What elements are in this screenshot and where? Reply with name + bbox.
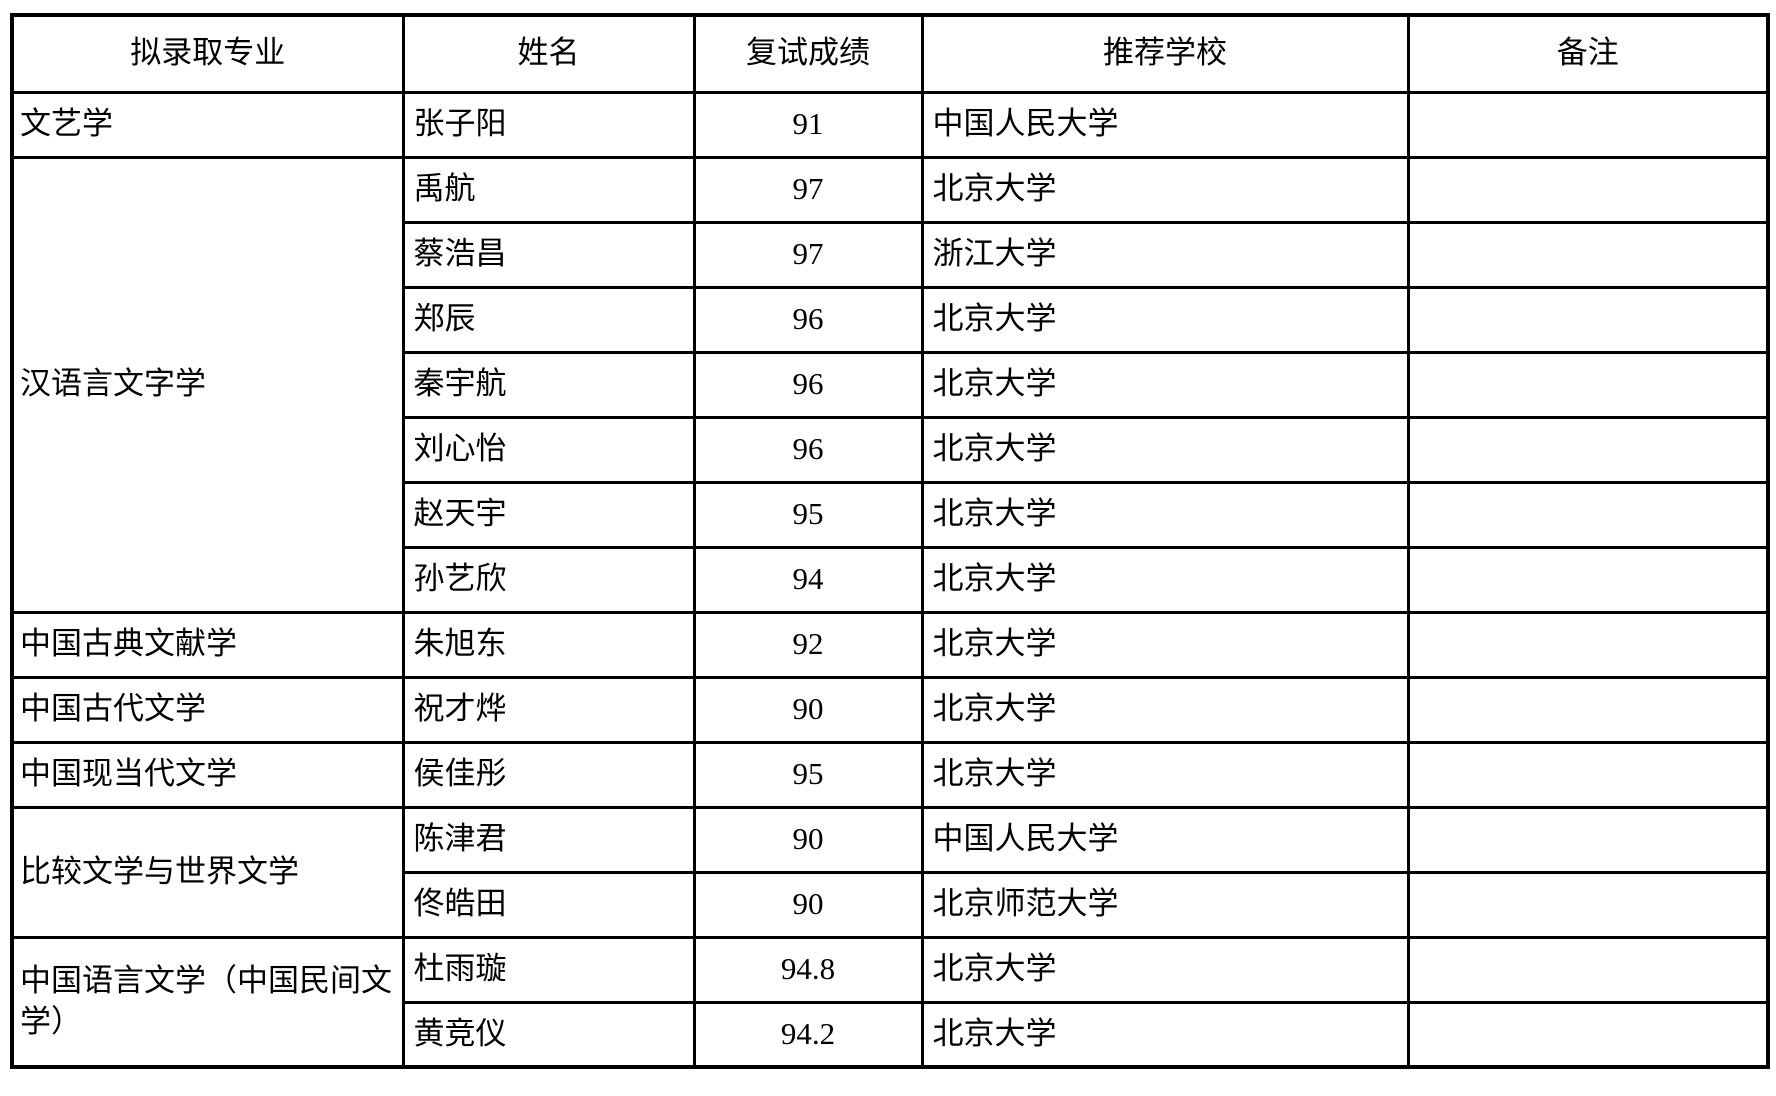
score-cell: 97: [692, 220, 924, 289]
major-cell: 中国现当代文学: [10, 740, 405, 809]
school-cell: 北京师范大学: [920, 870, 1410, 939]
name-cell: 赵天宇: [401, 480, 696, 549]
major-cell: 比较文学与世界文学: [10, 805, 405, 939]
school-cell: 中国人民大学: [920, 805, 1410, 874]
note-cell: [1406, 415, 1770, 484]
school-cell: 北京大学: [920, 675, 1410, 744]
header-school: 推荐学校: [920, 13, 1410, 94]
table-row: 郑辰 96 北京大学: [12, 285, 1770, 354]
name-cell: 朱旭东: [401, 610, 696, 679]
table-row: 比较文学与世界文学 陈津君 90 中国人民大学: [10, 805, 1770, 939]
school-cell: 北京大学: [920, 610, 1410, 679]
name-cell: 刘心怡: [401, 415, 696, 484]
table-row: 刘心怡 96 北京大学: [12, 415, 1770, 484]
table-header: 拟录取专业 姓名 复试成绩 推荐学校 备注: [10, 13, 1770, 94]
major-cell: 中国语言文学（中国民间文学）: [10, 935, 405, 1069]
school-cell: 浙江大学: [920, 220, 1410, 289]
school-cell: 北京大学: [920, 545, 1410, 614]
name-cell: 佟皓田: [401, 870, 696, 939]
note-cell: [1406, 805, 1770, 874]
table-row: 中国现当代文学 侯佳彤 95 北京大学: [10, 740, 1770, 809]
school-cell: 北京大学: [920, 1000, 1410, 1069]
table-body: 文艺学 张子阳 91 中国人民大学 汉语言文字学 禹航 97 北京大学 蔡浩昌 97 浙江大学 郑辰 9…: [10, 90, 1770, 1069]
table-row: 文艺学 张子阳 91 中国人民大学: [10, 90, 1770, 159]
major-cell: 文艺学: [10, 90, 405, 159]
name-cell: 陈津君: [401, 805, 696, 874]
score-cell: 90: [692, 870, 924, 939]
table-row: 汉语言文字学 禹航 97 北京大学: [10, 155, 1770, 614]
header-name: 姓名: [401, 13, 696, 94]
admission-table: 拟录取专业 姓名 复试成绩 推荐学校 备注 文艺学 张子阳 91 中国人民大学 汉语言文…: [10, 13, 1770, 1069]
name-cell: 郑辰: [401, 285, 696, 354]
score-cell: 97: [692, 155, 924, 224]
score-cell: 94.2: [692, 1000, 924, 1069]
note-cell: [1406, 675, 1770, 744]
note-cell: [1406, 155, 1770, 224]
note-cell: [1406, 350, 1770, 419]
note-cell: [1406, 870, 1770, 939]
table-row: 蔡浩昌 97 浙江大学: [12, 220, 1770, 289]
table-row: 佟皓田 90 北京师范大学: [12, 870, 1770, 939]
score-cell: 95: [692, 480, 924, 549]
table-row: 赵天宇 95 北京大学: [12, 480, 1770, 549]
name-cell: 蔡浩昌: [401, 220, 696, 289]
score-cell: 95: [692, 740, 924, 809]
school-cell: 北京大学: [920, 285, 1410, 354]
score-cell: 92: [692, 610, 924, 679]
name-cell: 张子阳: [401, 90, 696, 159]
school-cell: 北京大学: [920, 740, 1410, 809]
note-cell: [1406, 740, 1770, 809]
table-row: 中国古代文学 祝才烨 90 北京大学: [10, 675, 1770, 744]
table-row: 中国语言文学（中国民间文学） 杜雨璇 94.8 北京大学: [10, 935, 1770, 1069]
score-cell: 90: [692, 675, 924, 744]
note-cell: [1406, 610, 1770, 679]
note-cell: [1406, 935, 1770, 1004]
school-cell: 中国人民大学: [920, 90, 1410, 159]
table-row: 秦宇航 96 北京大学: [12, 350, 1770, 419]
major-cell: 中国古代文学: [10, 675, 405, 744]
note-cell: [1406, 220, 1770, 289]
name-cell: 杜雨璇: [401, 935, 696, 1004]
score-cell: 91: [692, 90, 924, 159]
school-cell: 北京大学: [920, 480, 1410, 549]
table-row: 黄竞仪 94.2 北京大学: [12, 1000, 1770, 1069]
school-cell: 北京大学: [920, 415, 1410, 484]
note-cell: [1406, 545, 1770, 614]
header-major: 拟录取专业: [10, 13, 405, 94]
note-cell: [1406, 285, 1770, 354]
header-note: 备注: [1406, 13, 1770, 94]
name-cell: 孙艺欣: [401, 545, 696, 614]
score-cell: 90: [692, 805, 924, 874]
school-cell: 北京大学: [920, 155, 1410, 224]
note-cell: [1406, 1000, 1770, 1069]
major-cell: 汉语言文字学: [10, 155, 405, 614]
name-cell: 祝才烨: [401, 675, 696, 744]
score-cell: 94: [692, 545, 924, 614]
name-cell: 黄竞仪: [401, 1000, 696, 1069]
note-cell: [1406, 480, 1770, 549]
score-cell: 96: [692, 350, 924, 419]
major-cell: 中国古典文献学: [10, 610, 405, 679]
name-cell: 禹航: [401, 155, 696, 224]
header-row: 拟录取专业 姓名 复试成绩 推荐学校 备注: [10, 13, 1770, 94]
header-score: 复试成绩: [692, 13, 924, 94]
school-cell: 北京大学: [920, 935, 1410, 1004]
name-cell: 秦宇航: [401, 350, 696, 419]
school-cell: 北京大学: [920, 350, 1410, 419]
name-cell: 侯佳彤: [401, 740, 696, 809]
table-row: 中国古典文献学 朱旭东 92 北京大学: [10, 610, 1770, 679]
table-row: 孙艺欣 94 北京大学: [12, 545, 1770, 614]
score-cell: 96: [692, 285, 924, 354]
score-cell: 94.8: [692, 935, 924, 1004]
score-cell: 96: [692, 415, 924, 484]
note-cell: [1406, 90, 1770, 159]
